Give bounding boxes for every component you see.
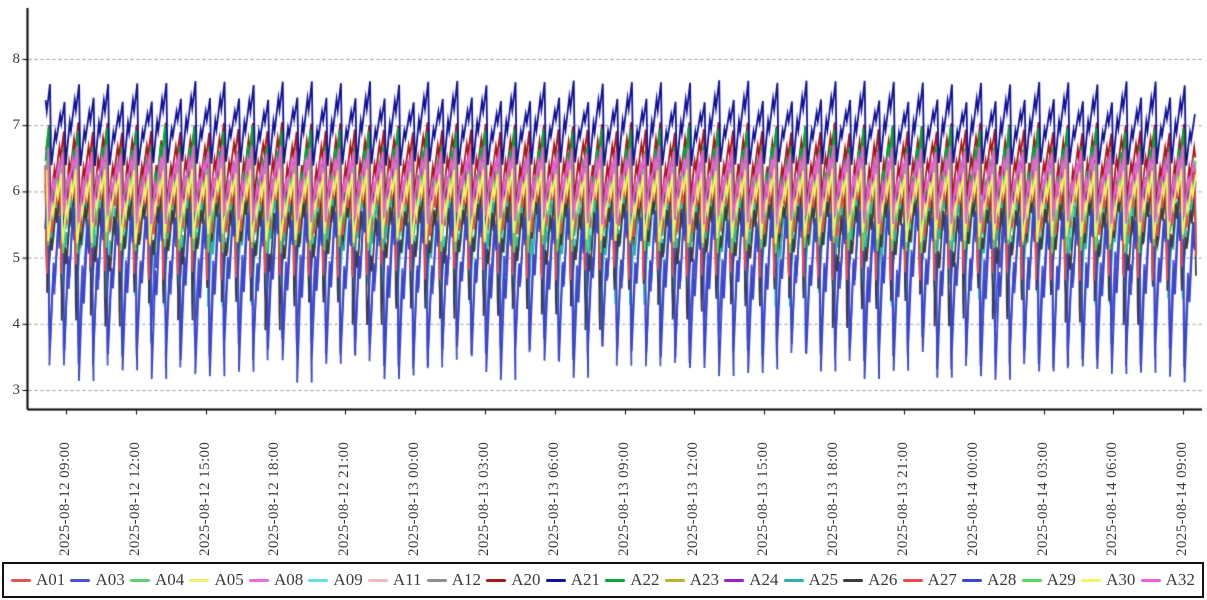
x-tick-label: 2025-08-14 00:00 — [964, 441, 981, 556]
legend-item: A21 — [545, 570, 601, 590]
legend-item: A28 — [962, 570, 1016, 590]
legend-label: A11 — [392, 570, 422, 589]
chart-legend: A01 A03 A04 A05 A08 A09 A11 A12 A20 A21 A22 A23 A24 A… — [2, 562, 1204, 598]
legend-item: A26 — [843, 570, 897, 590]
legend-swatch — [1140, 578, 1161, 582]
legend-swatch — [129, 578, 150, 582]
y-tick-label: 5 — [12, 249, 21, 266]
legend-swatch — [902, 578, 923, 582]
legend-label: A12 — [451, 570, 482, 589]
x-tick-label: 2025-08-12 09:00 — [57, 441, 73, 556]
y-tick-label: 7 — [12, 117, 21, 134]
legend-label: A01 — [36, 570, 66, 589]
x-tick-label: 2025-08-13 00:00 — [406, 441, 423, 556]
legend-item: A20 — [486, 570, 541, 590]
chart-canvas — [0, 0, 1207, 560]
legend-item: A08 — [248, 570, 304, 590]
legend-label: A26 — [868, 570, 898, 589]
x-tick-label: 2025-08-14 09:00 — [1174, 441, 1191, 556]
legend-swatch — [308, 578, 329, 582]
y-tick-label: 8 — [12, 51, 21, 67]
x-tick-label: 2025-08-14 06:00 — [1104, 441, 1121, 556]
y-tick-label: 4 — [12, 315, 21, 332]
legend-label: A24 — [749, 570, 779, 589]
legend-swatch — [1081, 578, 1102, 582]
x-tick-label: 2025-08-12 12:00 — [126, 441, 143, 556]
legend-swatch — [605, 578, 626, 582]
x-tick-label: 2025-08-13 18:00 — [825, 441, 842, 556]
legend-swatch — [1021, 578, 1042, 582]
x-tick-label: 2025-08-13 15:00 — [755, 441, 772, 556]
x-tick-label: 2025-08-13 03:00 — [475, 441, 492, 556]
legend-label: A05 — [214, 570, 244, 589]
legend-label: A21 — [570, 570, 601, 589]
x-tick-label: 2025-08-13 12:00 — [685, 441, 702, 556]
x-tick-label: 2025-08-13 09:00 — [615, 441, 632, 556]
legend-label: A25 — [808, 570, 838, 589]
legend-label: A32 — [1165, 570, 1195, 589]
legend-swatch — [843, 578, 864, 582]
legend-swatch — [664, 578, 685, 582]
legend-label: A23 — [689, 570, 719, 589]
y-tick-label: 6 — [12, 183, 21, 200]
legend-item: A29 — [1021, 570, 1076, 590]
legend-swatch — [11, 578, 31, 582]
legend-item: A12 — [426, 570, 482, 590]
legend-label: A22 — [630, 570, 660, 589]
legend-label: A04 — [154, 570, 185, 589]
x-tick-label: 2025-08-13 06:00 — [545, 441, 562, 556]
legend-swatch — [248, 578, 269, 582]
legend-item: A32 — [1140, 570, 1195, 590]
legend-label: A28 — [987, 570, 1017, 589]
legend-item: A03 — [70, 570, 125, 590]
legend-swatch — [783, 578, 804, 582]
x-tick-label: 2025-08-12 18:00 — [266, 441, 283, 556]
legend-swatch — [189, 578, 210, 582]
legend-item: A25 — [783, 570, 838, 590]
legend-item: A30 — [1081, 570, 1135, 590]
legend-swatch — [545, 578, 566, 582]
legend-swatch — [962, 578, 983, 582]
legend-item: A11 — [367, 570, 422, 590]
legend-label: A20 — [511, 570, 541, 589]
legend-item: A27 — [902, 570, 957, 590]
legend-swatch — [486, 578, 507, 582]
legend-item: A23 — [664, 570, 719, 590]
legend-swatch — [724, 578, 745, 582]
legend-label: A29 — [1046, 570, 1076, 589]
legend-item: A05 — [189, 570, 244, 590]
x-tick-label: 2025-08-12 21:00 — [336, 441, 353, 556]
legend-label: A09 — [333, 570, 363, 589]
legend-swatch — [426, 578, 447, 582]
legend-item: A22 — [605, 570, 660, 590]
legend-item: A01 — [11, 570, 65, 590]
x-tick-label: 2025-08-14 03:00 — [1034, 441, 1051, 556]
x-tick-label: 2025-08-12 15:00 — [196, 441, 213, 556]
legend-label: A03 — [95, 570, 125, 589]
y-tick-label: 3 — [12, 382, 21, 398]
legend-swatch — [70, 578, 91, 582]
legend-item: A04 — [129, 570, 185, 590]
legend-swatch — [367, 578, 388, 582]
legend-item: A09 — [308, 570, 363, 590]
legend-label: A30 — [1106, 570, 1136, 589]
x-tick-label: 2025-08-13 21:00 — [894, 441, 911, 556]
legend-label: A08 — [273, 570, 304, 589]
legend-item: A24 — [724, 570, 778, 590]
legend-label: A27 — [927, 570, 957, 589]
